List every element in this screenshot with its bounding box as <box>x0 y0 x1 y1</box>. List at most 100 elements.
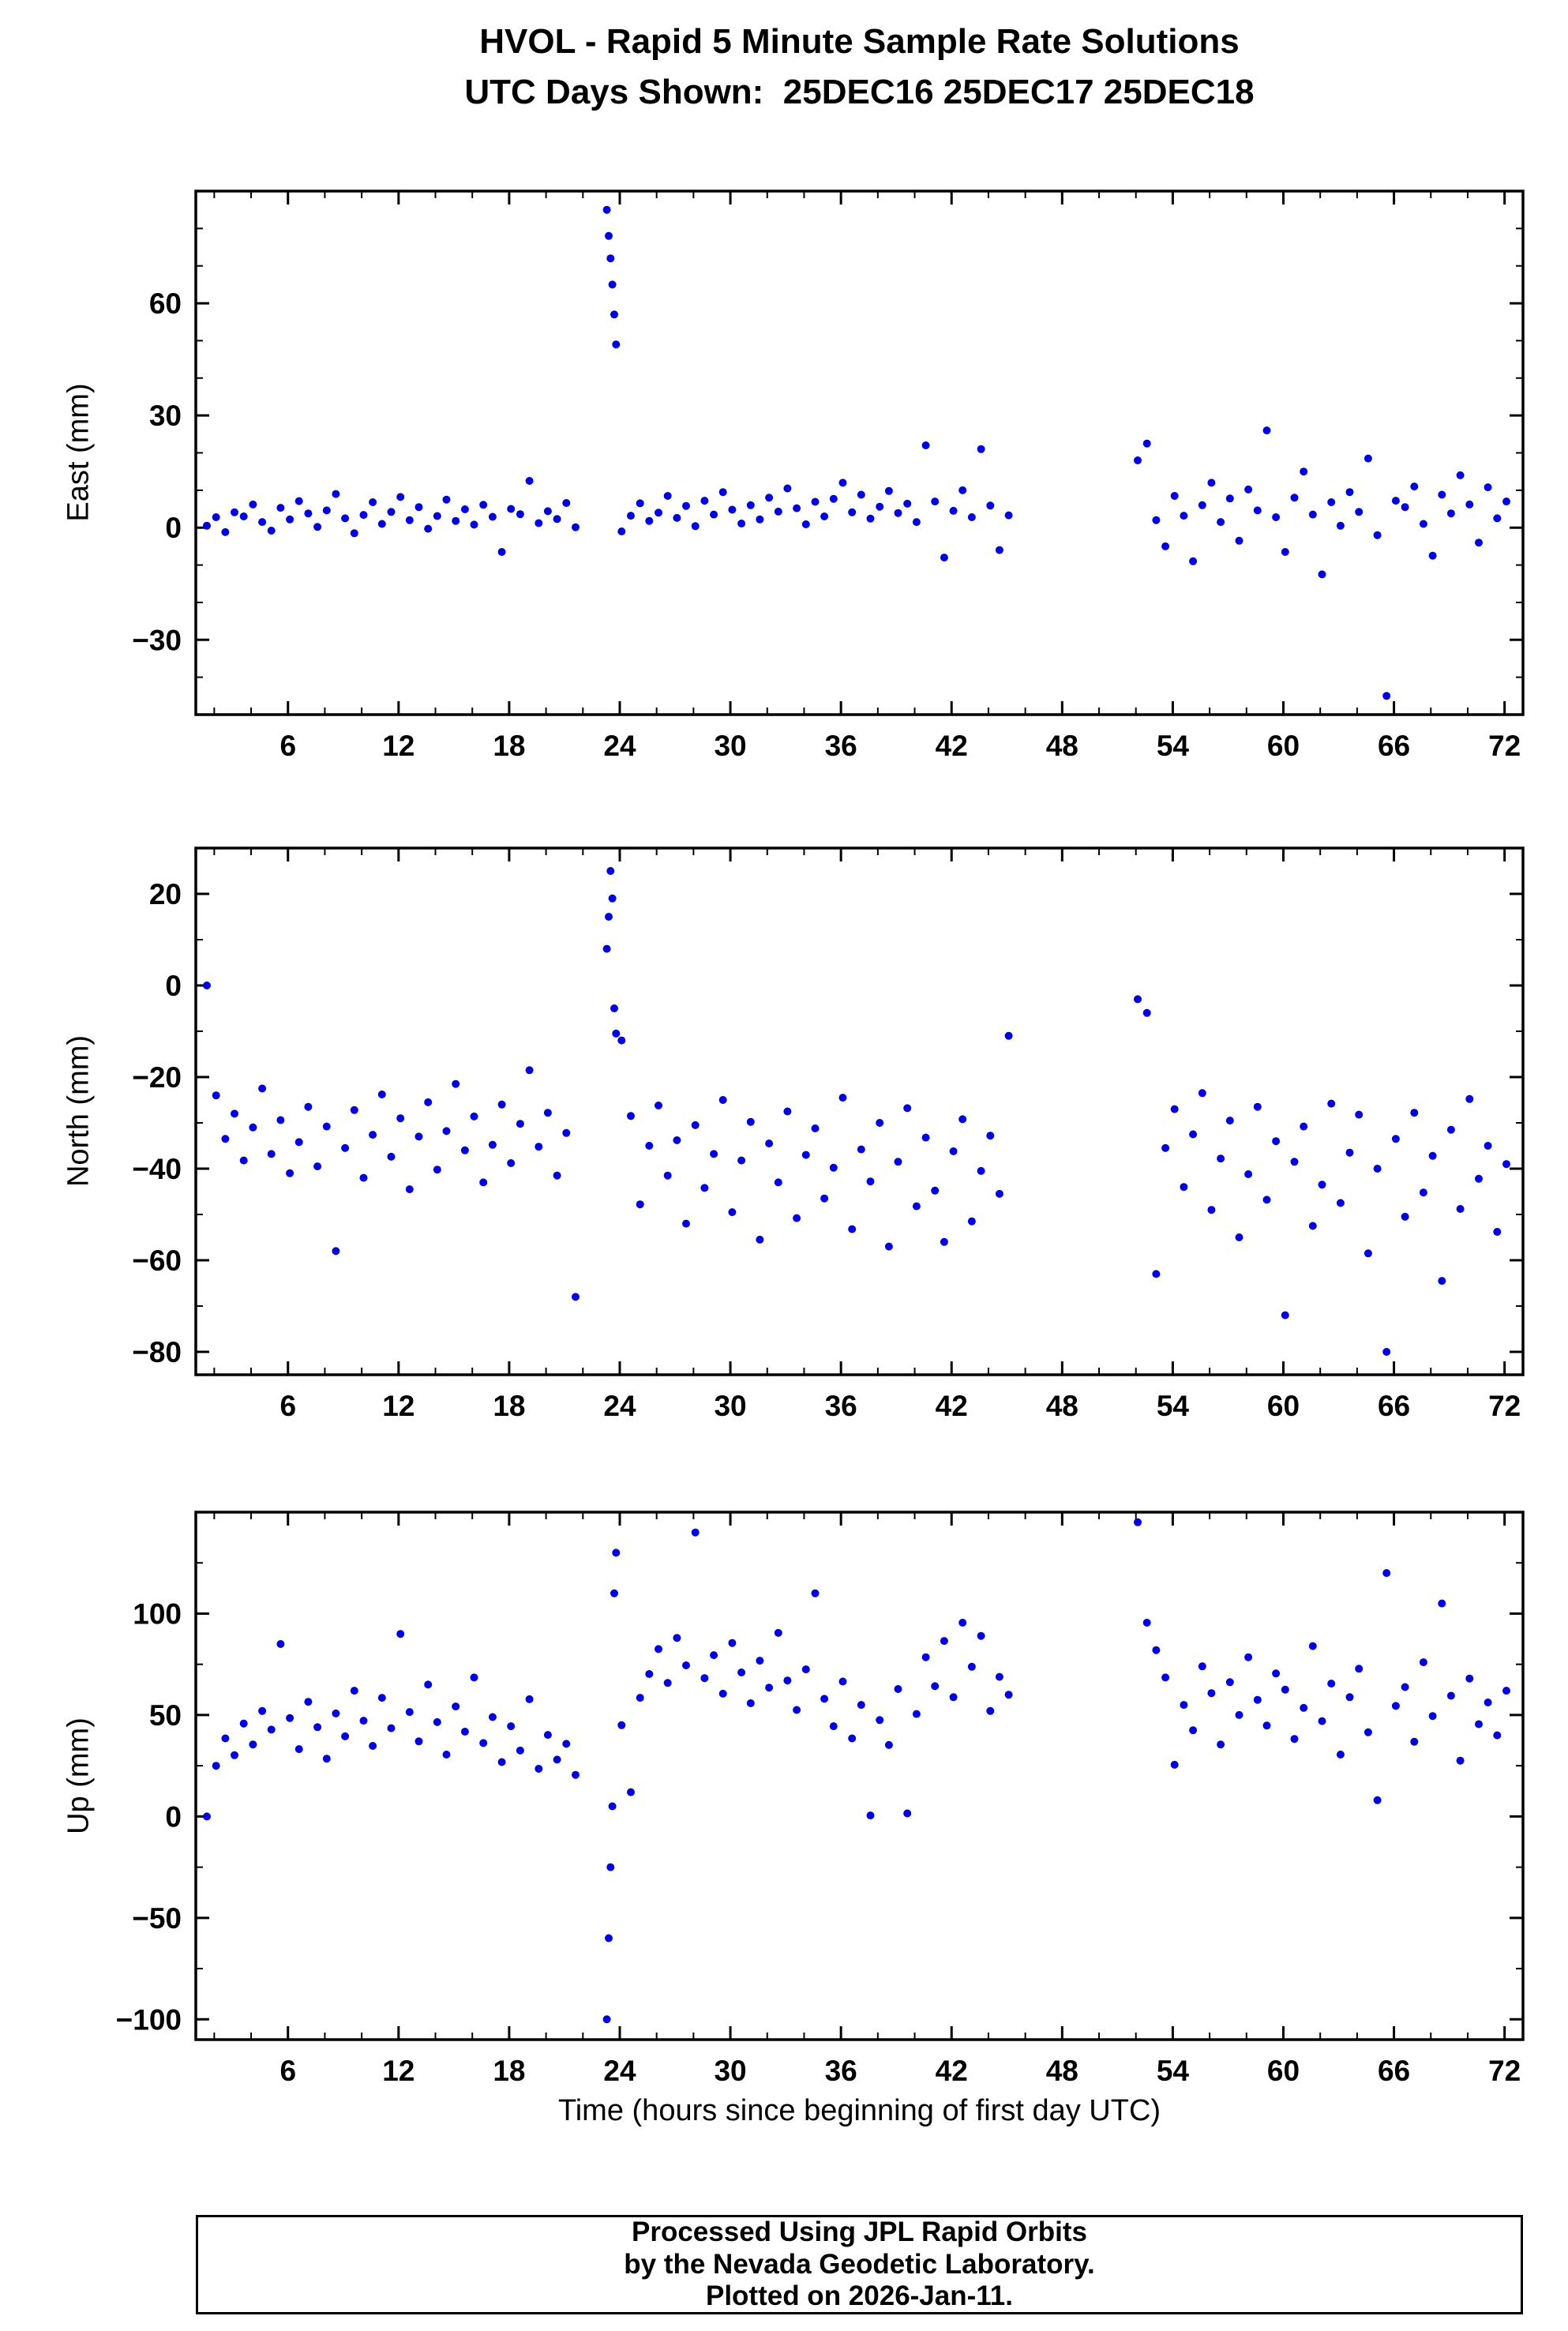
data-point <box>1493 1228 1502 1236</box>
data-point <box>718 1096 727 1104</box>
data-point <box>516 1746 524 1755</box>
data-point <box>212 513 220 521</box>
data-point <box>857 1701 865 1710</box>
tick-label: 30 <box>714 730 746 762</box>
data-point <box>221 1734 230 1743</box>
data-point <box>572 523 580 531</box>
tick-label: 30 <box>149 400 182 432</box>
tick-label: 6 <box>279 2055 296 2087</box>
data-point <box>286 1169 294 1177</box>
data-point <box>313 1162 322 1171</box>
data-point <box>479 1739 488 1747</box>
tick-label: −80 <box>132 1336 182 1368</box>
figure-subtitle: UTC Days Shown: 25DEC16 25DEC17 25DEC18 <box>464 73 1255 111</box>
data-point <box>1262 426 1271 435</box>
data-point <box>203 1812 211 1821</box>
data-point <box>1198 1662 1206 1671</box>
data-point <box>606 867 615 875</box>
data-point <box>655 1102 662 1109</box>
data-point <box>1475 539 1483 547</box>
tick-label: 42 <box>936 1390 968 1422</box>
data-point <box>553 515 561 524</box>
data-point <box>1456 471 1465 479</box>
data-point <box>903 1104 912 1113</box>
data-point <box>1300 467 1308 476</box>
data-point <box>1217 1740 1225 1749</box>
data-point <box>267 1150 276 1158</box>
data-point <box>756 515 764 524</box>
data-point <box>1272 513 1281 521</box>
data-point <box>1475 1174 1483 1183</box>
data-point <box>801 1665 810 1674</box>
y-axis-label-north: North (mm) <box>62 1034 96 1188</box>
data-point <box>497 1758 506 1766</box>
data-point <box>612 340 621 349</box>
data-point <box>838 1094 847 1102</box>
data-point <box>977 1166 985 1175</box>
tick-label: 72 <box>1488 730 1521 762</box>
data-point <box>617 1721 626 1729</box>
data-point <box>405 516 414 524</box>
data-point <box>415 1132 423 1141</box>
data-point <box>1373 1796 1382 1804</box>
tick-label: 24 <box>603 1390 636 1422</box>
data-point <box>958 486 967 494</box>
data-point <box>1170 1760 1179 1769</box>
data-point <box>1217 1154 1225 1163</box>
data-point <box>602 944 611 953</box>
data-point <box>1235 1233 1244 1241</box>
data-point <box>995 1672 1003 1681</box>
data-point <box>986 501 995 510</box>
data-point <box>1004 511 1013 520</box>
data-point <box>793 504 801 512</box>
data-point <box>1152 1270 1161 1278</box>
data-point <box>700 1184 709 1192</box>
tick-label: 66 <box>1378 2055 1410 2087</box>
data-point <box>682 501 690 510</box>
data-point <box>848 508 857 516</box>
tick-label: 50 <box>149 1699 182 1732</box>
data-point <box>811 1124 820 1132</box>
data-point <box>1142 1008 1151 1017</box>
data-point <box>627 1112 635 1120</box>
data-point <box>332 1709 340 1717</box>
data-point <box>793 1214 801 1222</box>
data-point <box>746 1699 755 1707</box>
tick-label: 0 <box>165 1800 182 1833</box>
data-point <box>903 499 912 508</box>
data-point <box>332 1247 340 1256</box>
data-point <box>387 1152 396 1161</box>
data-point <box>1382 692 1391 700</box>
data-point <box>1345 1148 1354 1157</box>
tick-label: 24 <box>603 2055 636 2087</box>
data-point <box>884 1740 893 1749</box>
data-point <box>1152 1646 1161 1654</box>
data-point <box>866 514 875 523</box>
tick-label: 36 <box>825 730 857 762</box>
data-point <box>876 1119 884 1127</box>
data-point <box>258 518 267 527</box>
data-point <box>433 1166 441 1174</box>
data-point <box>673 1634 681 1642</box>
footer-box: Processed Using JPL Rapid Orbits by the … <box>196 2215 1523 2314</box>
data-point <box>1318 570 1326 579</box>
data-point <box>525 477 534 485</box>
data-point <box>986 1132 995 1140</box>
data-point <box>682 1219 690 1228</box>
data-point <box>1004 1691 1013 1699</box>
data-point <box>322 506 331 515</box>
data-point <box>811 1589 820 1597</box>
data-point <box>691 522 700 531</box>
data-point <box>746 501 755 509</box>
data-point <box>562 499 571 507</box>
data-point <box>359 1173 368 1182</box>
data-point <box>1207 1206 1216 1214</box>
data-point <box>1253 1102 1262 1111</box>
data-point <box>1290 494 1299 502</box>
data-point <box>857 1145 865 1154</box>
data-point <box>857 490 865 499</box>
data-point <box>921 1653 930 1661</box>
data-point <box>949 1147 958 1155</box>
data-point <box>1180 1183 1188 1192</box>
data-point <box>1373 531 1382 539</box>
